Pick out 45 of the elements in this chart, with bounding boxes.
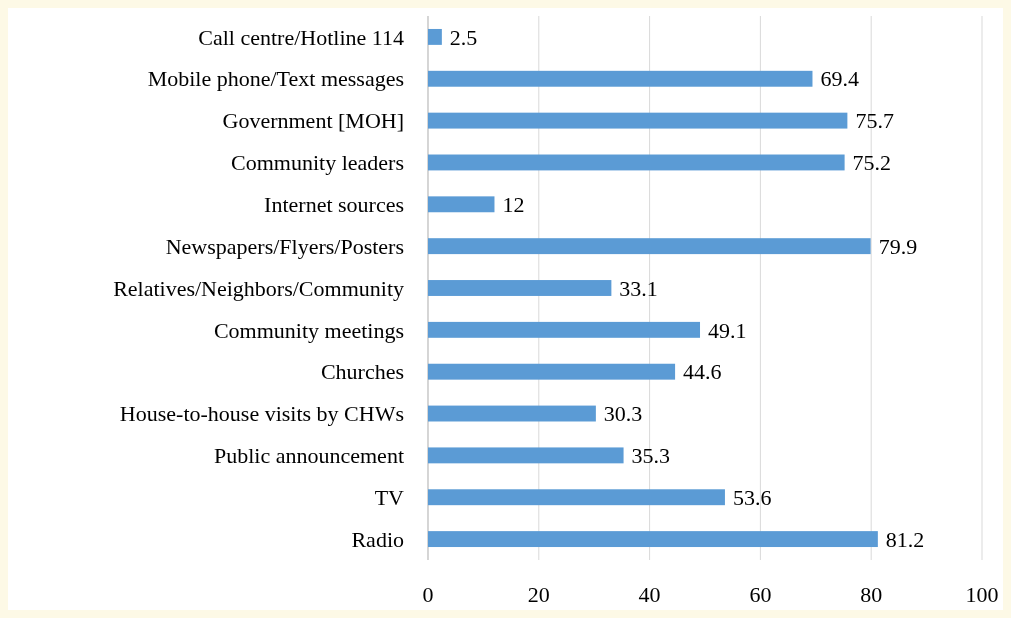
- data-label: 75.7: [855, 108, 894, 134]
- data-label: 2.5: [449, 24, 478, 50]
- bar: [428, 196, 495, 213]
- data-label: 69.4: [820, 66, 859, 92]
- data-label: 79.9: [878, 233, 918, 259]
- bar: [428, 154, 845, 171]
- bar: [428, 28, 442, 45]
- data-label: 53.6: [732, 484, 772, 510]
- data-label: 12: [502, 192, 525, 218]
- data-label: 44.6: [683, 359, 722, 385]
- data-label: 35.3: [631, 443, 671, 469]
- x-tick-label: 40: [638, 582, 661, 607]
- data-label: 75.2: [852, 150, 892, 176]
- y-tick-label: Public announcement: [213, 443, 404, 469]
- y-tick-label: Radio: [351, 526, 404, 552]
- y-tick-label: Call centre/Hotline 114: [198, 24, 404, 50]
- y-tick-label: Newspapers/Flyers/Posters: [165, 233, 404, 259]
- x-tick-label: 100: [965, 582, 999, 607]
- y-tick-label: Relatives/Neighbors/Community: [113, 275, 404, 301]
- y-tick-label: Churches: [320, 359, 404, 385]
- y-tick-label: TV: [374, 484, 405, 510]
- bar: [428, 405, 596, 422]
- x-tick-label: 20: [527, 582, 550, 607]
- x-tick-label: 60: [749, 582, 772, 607]
- y-tick-label: Community leaders: [231, 150, 404, 176]
- data-label: 30.3: [603, 401, 643, 427]
- bar: [428, 112, 848, 129]
- y-tick-label: Internet sources: [264, 192, 404, 218]
- bar: [428, 489, 725, 506]
- bar: [428, 447, 624, 464]
- bar: [428, 70, 813, 87]
- bar: [428, 531, 878, 548]
- y-tick-label: Community meetings: [213, 317, 404, 343]
- x-tick-label: 0: [422, 582, 434, 607]
- bar: [428, 321, 701, 338]
- y-tick-label: Government [MOH]: [222, 108, 404, 134]
- data-label: 33.1: [619, 275, 658, 301]
- bar: [428, 363, 676, 380]
- x-tick-label: 80: [860, 582, 883, 607]
- bar: [428, 280, 612, 296]
- y-tick-label: House-to-house visits by CHWs: [119, 401, 404, 427]
- data-label: 81.2: [885, 526, 925, 552]
- y-tick-label: Mobile phone/Text messages: [147, 66, 404, 92]
- data-label: 49.1: [708, 317, 747, 343]
- bar: [428, 238, 871, 255]
